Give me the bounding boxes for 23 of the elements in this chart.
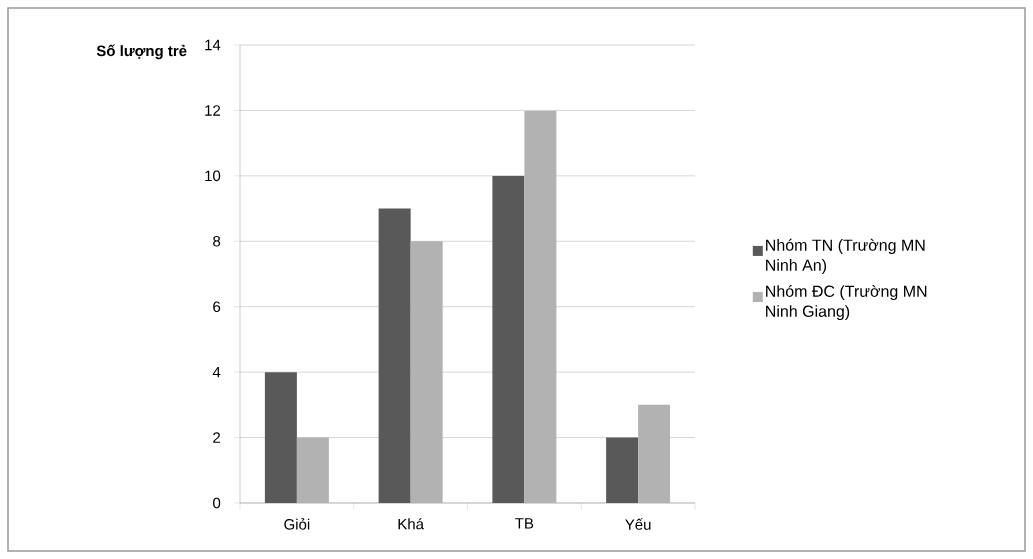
y-tick-label: 4 [212, 366, 221, 378]
bar [638, 404, 671, 503]
y-tick-label: 8 [213, 235, 221, 247]
x-tick-label: Khá [398, 518, 424, 530]
bar [264, 372, 297, 503]
bar [296, 437, 329, 503]
y-tick-label: 0 [213, 497, 221, 509]
y-tick-label: 14 [205, 39, 221, 51]
bar [378, 208, 411, 503]
legend-label: Nhóm TN (Trường MN Ninh An) [766, 238, 925, 274]
y-tick-label: 12 [205, 105, 221, 116]
bar [492, 175, 525, 503]
y-tick-label: 2 [213, 432, 221, 443]
y-axis-title: Số lượng trẻ [96, 44, 187, 60]
bar [524, 110, 557, 503]
legend-label: Nhóm ĐC (Trường MN Ninh Giang) [766, 284, 927, 321]
bar [606, 437, 639, 503]
x-tick-label: Giỏi [284, 518, 310, 530]
bar [410, 241, 443, 503]
y-tick-label: 10 [205, 170, 221, 182]
x-tick-label: Yếu [625, 518, 651, 530]
x-tick-label: TB [515, 518, 534, 529]
y-tick-label: 6 [213, 301, 221, 313]
